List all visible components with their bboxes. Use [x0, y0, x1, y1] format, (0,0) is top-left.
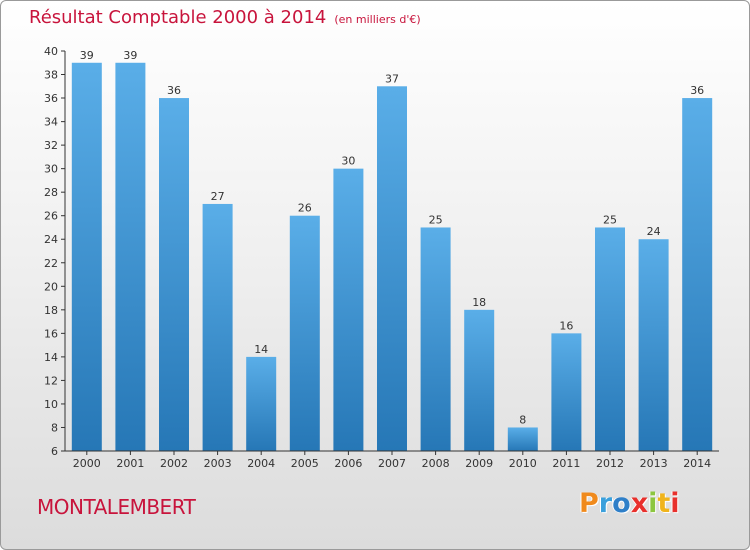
chart-title-group: Résultat Comptable 2000 à 2014 (en millie…	[29, 7, 421, 28]
y-tick-label: 30	[44, 163, 58, 176]
bar-2003	[202, 203, 233, 451]
value-label-2014: 36	[690, 84, 704, 97]
y-tick-label: 34	[44, 116, 58, 129]
y-tick-label: 32	[44, 139, 58, 152]
value-label-2012: 25	[603, 213, 617, 226]
value-label-2007: 37	[385, 72, 399, 85]
y-tick-label: 40	[44, 45, 58, 58]
bar-2011	[551, 333, 582, 451]
commune-name: MONTALEMBERT	[37, 495, 196, 519]
y-tick-label: 18	[44, 304, 58, 317]
chart-title: Résultat Comptable 2000 à 2014	[29, 7, 327, 28]
bar-2010	[507, 427, 538, 451]
bar-2008	[420, 227, 451, 451]
y-tick-label: 14	[44, 351, 58, 364]
brand-logo: Proxiti	[579, 488, 680, 519]
brand-letter: x	[630, 488, 649, 519]
brand-letter: o	[612, 488, 631, 519]
y-tick-label: 38	[44, 69, 58, 82]
y-tick-label: 22	[44, 257, 58, 270]
value-label-2003: 27	[211, 190, 225, 203]
x-tick-label: 2003	[204, 457, 232, 470]
bar-2002	[159, 98, 189, 451]
x-tick-label: 2010	[509, 457, 537, 470]
x-tick-label: 2011	[552, 457, 580, 470]
y-tick-label: 24	[44, 233, 58, 246]
bar-2006	[333, 168, 364, 451]
bar-2001	[115, 62, 146, 451]
value-label-2001: 39	[123, 49, 137, 62]
bar-2014	[682, 98, 713, 451]
value-label-2008: 25	[429, 213, 443, 226]
y-tick-label: 8	[51, 421, 58, 434]
brand-letter: P	[579, 488, 599, 519]
y-tick-label: 28	[44, 186, 58, 199]
x-tick-label: 2000	[73, 457, 101, 470]
bar-2012	[595, 227, 625, 451]
bar-2000	[71, 62, 102, 451]
x-tick-label: 2004	[247, 457, 275, 470]
value-label-2009: 18	[472, 296, 486, 309]
value-label-2002: 36	[167, 84, 181, 97]
y-tick-label: 6	[51, 445, 58, 458]
brand-letter: i	[670, 488, 680, 519]
value-label-2010: 8	[519, 413, 526, 426]
x-tick-label: 2014	[683, 457, 711, 470]
value-label-2004: 14	[254, 343, 268, 356]
y-tick-label: 26	[44, 210, 58, 223]
bar-2009	[464, 309, 495, 451]
chart-subtitle: (en milliers d'€)	[334, 13, 421, 26]
x-tick-label: 2013	[640, 457, 668, 470]
y-tick-label: 36	[44, 92, 58, 105]
x-tick-label: 2001	[116, 457, 144, 470]
y-tick-label: 12	[44, 374, 58, 387]
brand-letter: r	[598, 488, 613, 519]
y-tick-label: 20	[44, 280, 58, 293]
value-label-2011: 16	[559, 319, 573, 332]
value-label-2013: 24	[647, 225, 661, 238]
bar-2005	[289, 215, 320, 451]
bar-2007	[377, 86, 407, 451]
bar-2004	[246, 356, 277, 451]
x-tick-label: 2007	[378, 457, 406, 470]
brand-letter: t	[657, 488, 671, 519]
x-tick-label: 2002	[160, 457, 188, 470]
x-tick-label: 2009	[465, 457, 493, 470]
brand-letter: i	[648, 488, 658, 519]
x-tick-label: 2005	[291, 457, 319, 470]
y-tick-label: 16	[44, 327, 58, 340]
bar-2013	[638, 239, 669, 451]
x-tick-label: 2012	[596, 457, 624, 470]
value-label-2005: 26	[298, 202, 312, 215]
value-label-2000: 39	[80, 49, 94, 62]
value-label-2006: 30	[341, 155, 355, 168]
x-tick-label: 2006	[334, 457, 362, 470]
x-tick-label: 2008	[422, 457, 450, 470]
y-tick-label: 10	[44, 398, 58, 411]
